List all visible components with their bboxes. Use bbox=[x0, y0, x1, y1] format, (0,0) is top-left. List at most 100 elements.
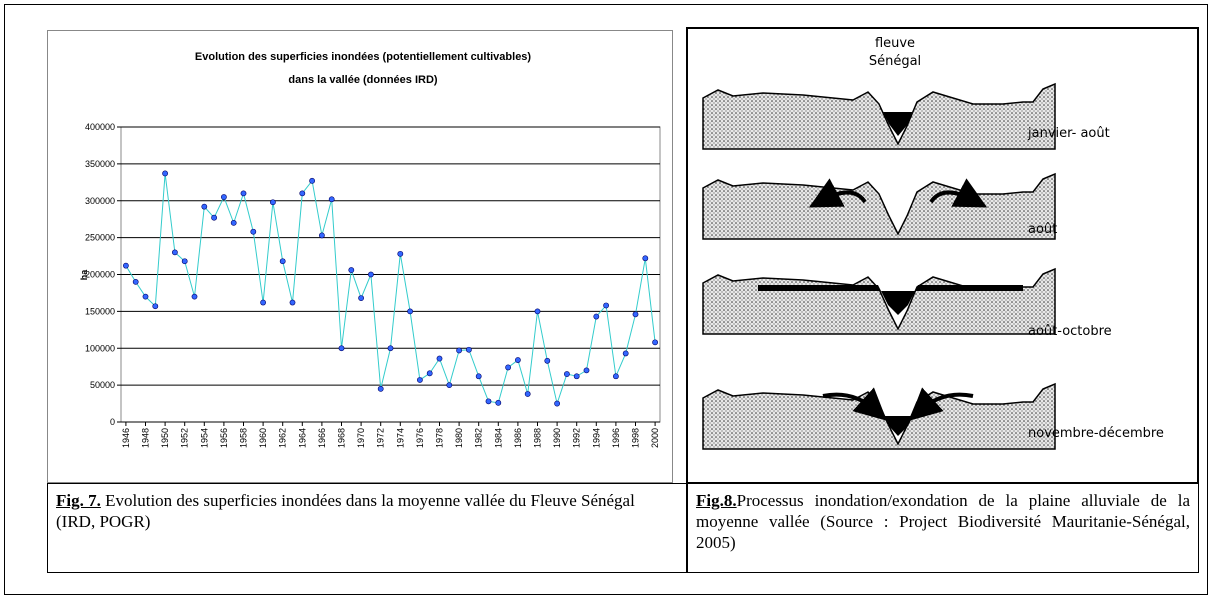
x-tick-label: 1966 bbox=[317, 428, 327, 448]
data-point bbox=[250, 228, 257, 235]
x-tick-label: 1970 bbox=[356, 428, 366, 448]
data-point bbox=[495, 399, 502, 406]
data-point bbox=[152, 303, 159, 310]
x-tick-label: 1968 bbox=[337, 428, 347, 448]
caption-text: Evolution des superficies inondées dans … bbox=[56, 491, 635, 531]
data-point bbox=[583, 367, 590, 374]
data-point bbox=[446, 382, 453, 389]
data-point bbox=[514, 357, 521, 363]
diagram-label: novembre-décembre bbox=[1028, 426, 1164, 441]
data-point bbox=[593, 313, 600, 320]
x-tick-label: 1948 bbox=[141, 428, 151, 448]
chart-title: dans la vallée (données IRD) bbox=[288, 74, 437, 86]
x-tick-label: 1954 bbox=[199, 428, 209, 448]
page-frame bbox=[4, 4, 1208, 595]
x-tick-label: 1976 bbox=[415, 428, 425, 448]
data-point bbox=[416, 377, 423, 383]
data-point bbox=[269, 199, 276, 206]
data-point bbox=[603, 302, 609, 309]
chart-title: Evolution des superficies inondées (pote… bbox=[195, 51, 532, 63]
data-point bbox=[309, 177, 315, 184]
data-point bbox=[534, 308, 541, 315]
diagram-label: janvier- août bbox=[1027, 126, 1110, 141]
data-point bbox=[505, 364, 511, 371]
x-tick-label: 1980 bbox=[454, 428, 464, 448]
data-point bbox=[377, 385, 384, 392]
diagram: fleuve Sénégal janvier- août août août-o… bbox=[702, 36, 1164, 450]
x-tick-label: 1956 bbox=[219, 428, 229, 448]
y-tick-label: 100000 bbox=[85, 343, 115, 353]
x-tick-label: 1964 bbox=[297, 428, 307, 448]
chart: Evolution des superficies inondées (pote… bbox=[47, 30, 673, 483]
y-tick-label: 250000 bbox=[85, 233, 115, 243]
data-point bbox=[524, 391, 531, 397]
x-tick-label: 1986 bbox=[513, 428, 523, 448]
data-point bbox=[201, 203, 208, 210]
section bbox=[702, 173, 1056, 240]
x-tick-label: 1972 bbox=[376, 428, 386, 448]
data-point bbox=[573, 373, 580, 380]
x-tick-label: 1974 bbox=[395, 428, 405, 448]
y-tick-label: 0 bbox=[110, 417, 115, 427]
data-point bbox=[162, 170, 168, 177]
data-point bbox=[622, 350, 629, 357]
data-point bbox=[554, 400, 560, 407]
y-tick-label: 350000 bbox=[85, 159, 115, 169]
data-point bbox=[426, 370, 433, 377]
data-point bbox=[299, 190, 306, 197]
data-point bbox=[230, 219, 237, 226]
diagram-label: fleuve bbox=[875, 36, 915, 51]
data-point bbox=[240, 190, 247, 197]
y-tick-label: 300000 bbox=[85, 196, 115, 206]
x-tick-label: 1982 bbox=[474, 428, 484, 448]
data-point bbox=[318, 232, 325, 239]
data-point bbox=[367, 271, 374, 278]
data-point bbox=[544, 357, 551, 364]
x-tick-label: 1960 bbox=[258, 428, 268, 448]
y-tick-label: 400000 bbox=[85, 122, 115, 132]
x-tick-label: 1996 bbox=[611, 428, 621, 448]
data-point bbox=[172, 249, 178, 256]
x-tick-label: 1952 bbox=[180, 428, 190, 448]
x-tick-label: 1994 bbox=[591, 428, 601, 448]
data-point bbox=[465, 346, 472, 353]
caption: Fig. 7. Evolution des superficies inondé… bbox=[47, 483, 687, 573]
data-point bbox=[397, 250, 404, 257]
data-point bbox=[642, 255, 649, 262]
caption-label: Fig.8. bbox=[696, 491, 737, 510]
y-tick-label: 50000 bbox=[90, 380, 115, 390]
caption: Fig.8.Processus inondation/exondation de… bbox=[686, 483, 1199, 573]
section bbox=[702, 383, 1056, 450]
data-point bbox=[564, 371, 570, 377]
x-tick-label: 1990 bbox=[552, 428, 562, 448]
data-point bbox=[613, 373, 619, 380]
x-tick-label: 1984 bbox=[493, 428, 503, 448]
data-point bbox=[348, 267, 355, 273]
caption-label: Fig. 7. bbox=[56, 491, 101, 510]
y-axis-label: ha bbox=[79, 269, 89, 280]
x-tick-label: 1962 bbox=[278, 428, 288, 448]
diagram-label: août bbox=[1028, 222, 1057, 237]
data-point bbox=[142, 293, 149, 300]
data-point bbox=[132, 278, 139, 285]
figure-8-frame: fleuve Sénégal janvier- août août août-o… bbox=[686, 27, 1199, 484]
y-tick-label: 200000 bbox=[85, 270, 115, 280]
data-point bbox=[220, 194, 227, 200]
section bbox=[702, 268, 1056, 335]
data-point bbox=[260, 299, 266, 306]
x-tick-label: 2000 bbox=[650, 428, 660, 448]
data-point bbox=[338, 345, 345, 352]
data-point bbox=[485, 398, 492, 405]
data-point bbox=[407, 308, 413, 315]
data-point bbox=[475, 373, 482, 380]
data-point bbox=[456, 347, 462, 354]
data-point bbox=[181, 258, 188, 265]
x-tick-label: 1992 bbox=[572, 428, 582, 448]
data-point bbox=[358, 295, 364, 301]
data-point bbox=[279, 258, 286, 265]
x-tick-label: 1978 bbox=[435, 428, 445, 448]
x-tick-label: 1958 bbox=[239, 428, 249, 448]
caption-text: Processus inondation/exondation de la pl… bbox=[696, 491, 1190, 552]
diagram-label: août-octobre bbox=[1028, 324, 1112, 339]
x-tick-label: 1946 bbox=[121, 428, 131, 448]
